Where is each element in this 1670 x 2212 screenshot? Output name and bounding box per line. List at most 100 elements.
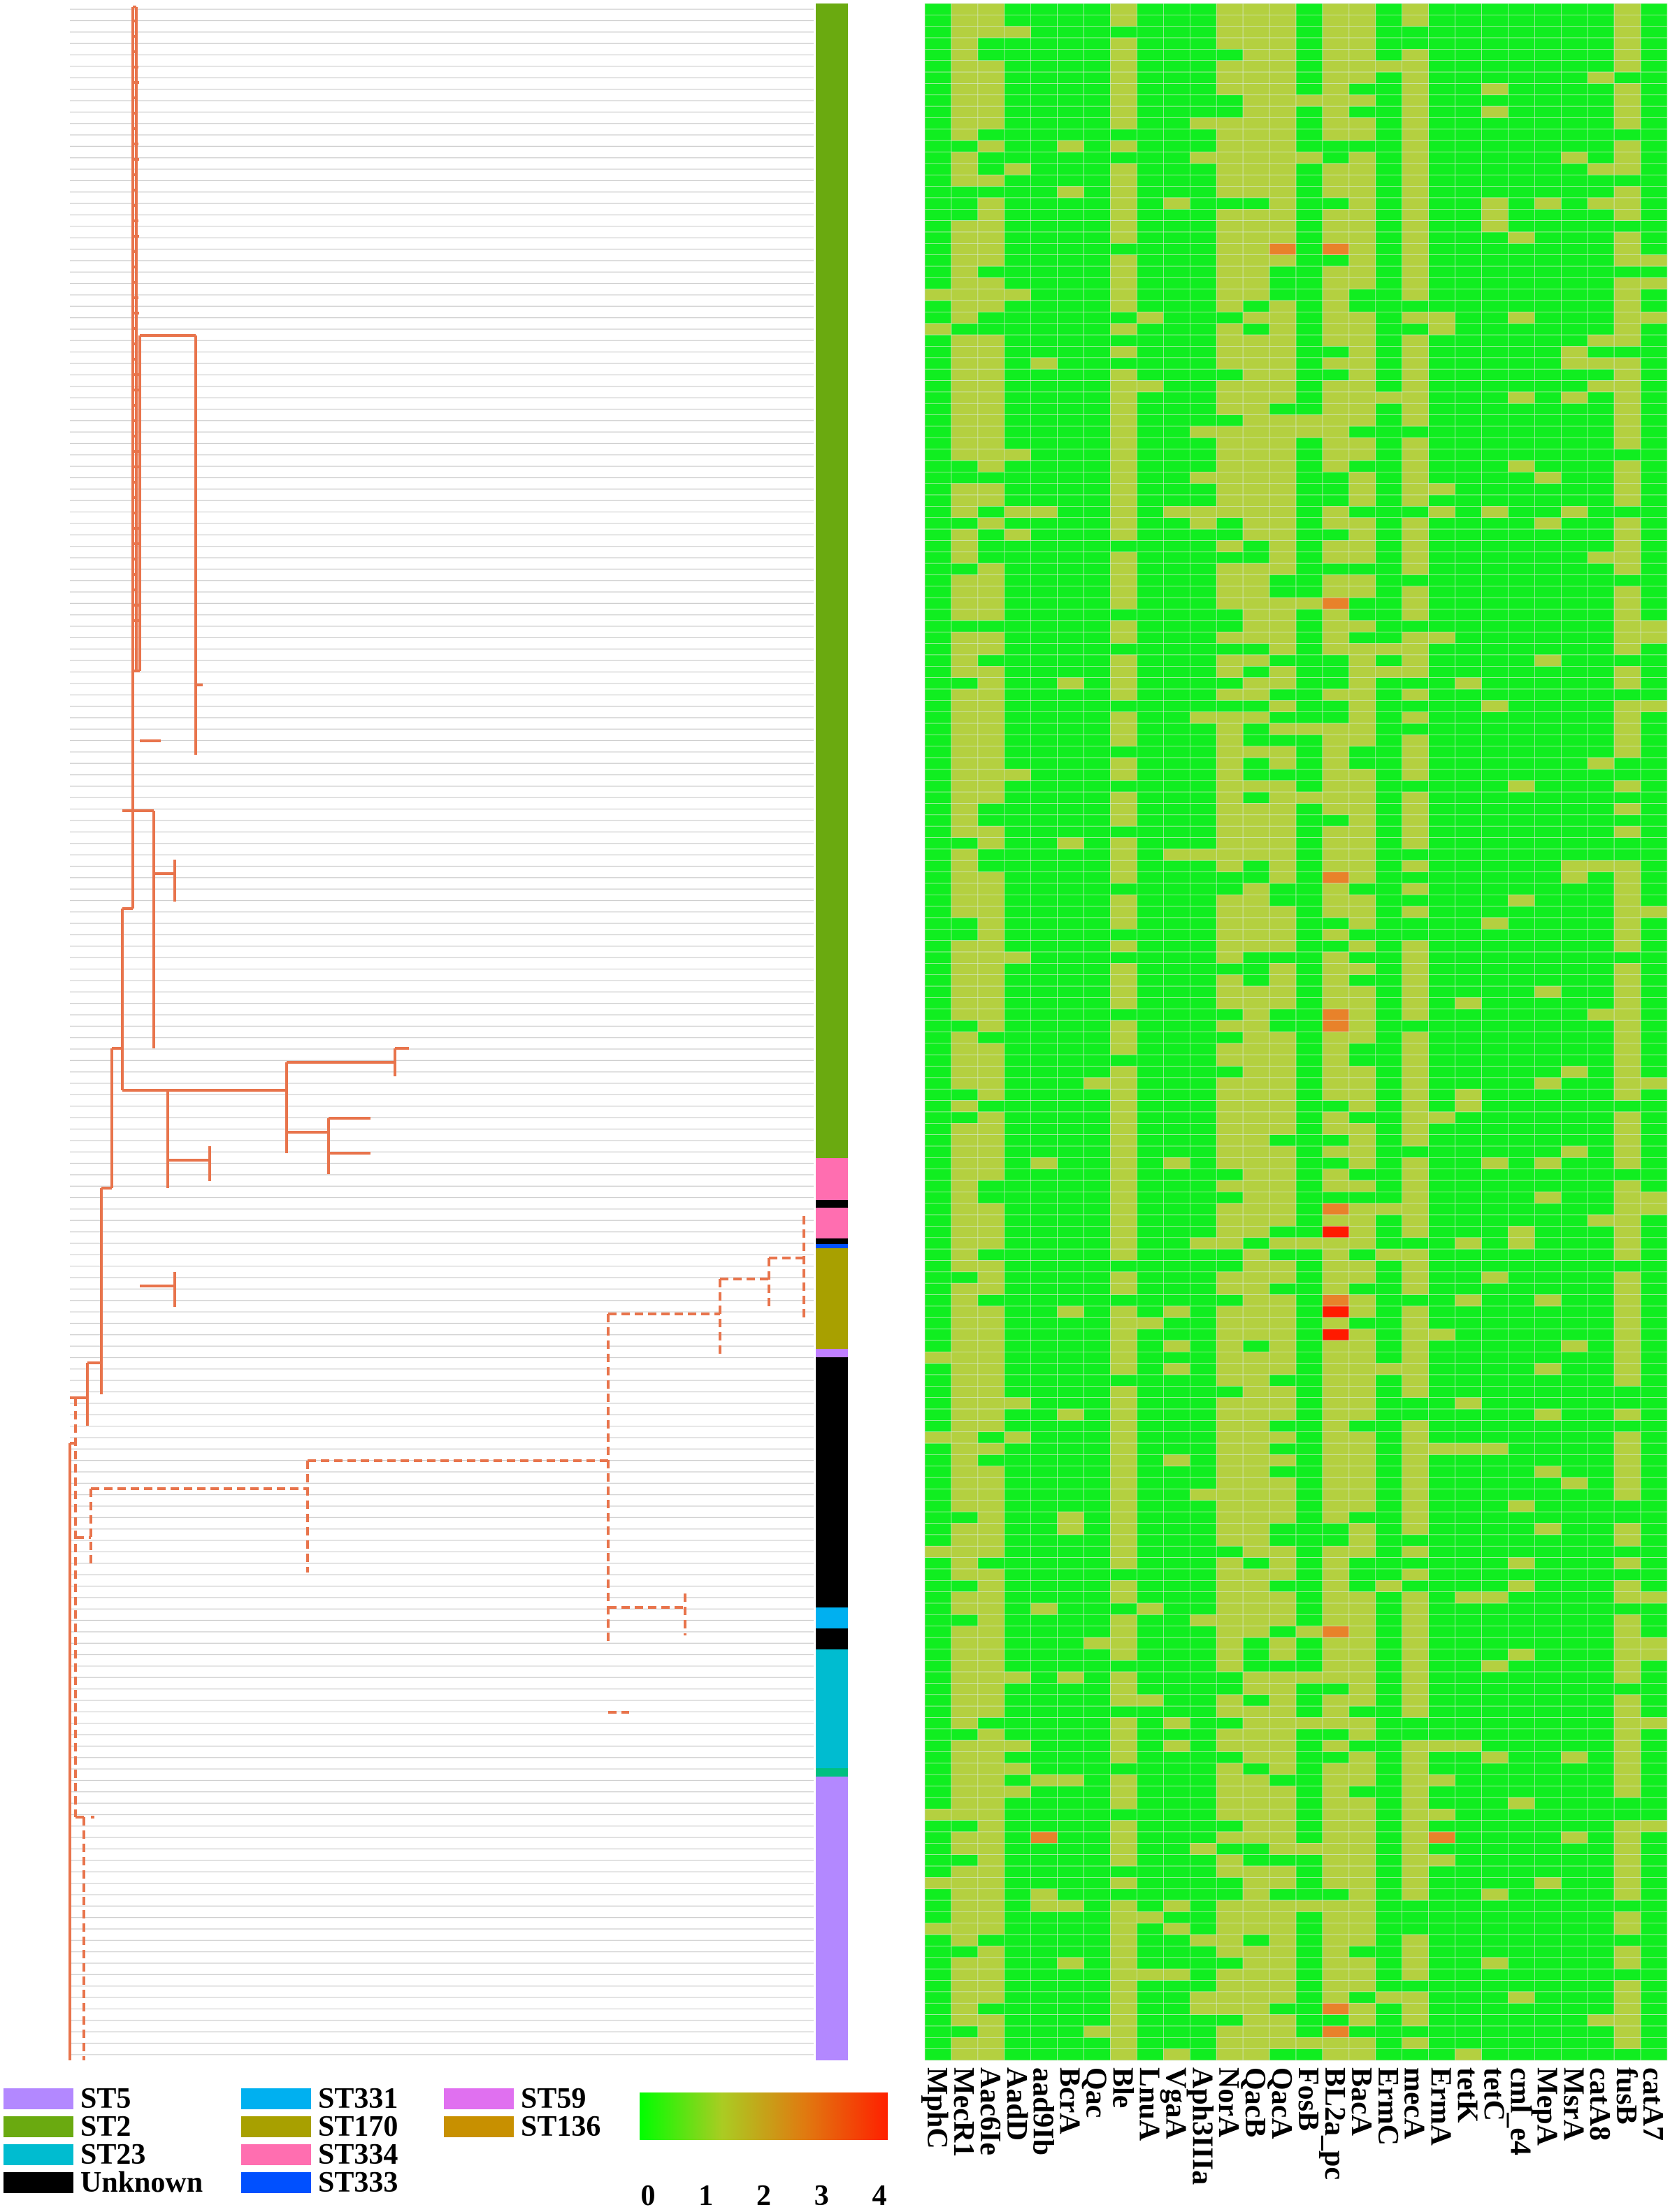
heatmap-cell: [1295, 940, 1323, 953]
heatmap-cell: [1508, 540, 1535, 553]
heatmap-cell: [1057, 1214, 1084, 1227]
heatmap-cell: [1163, 231, 1190, 244]
heatmap-cell: [1534, 528, 1562, 541]
heatmap-cell: [1640, 872, 1668, 884]
heatmap-cell: [1189, 1145, 1217, 1158]
heatmap-cell: [1216, 872, 1244, 884]
heatmap-cell: [1613, 460, 1641, 472]
heatmap-cell: [1004, 426, 1032, 438]
heatmap-cell: [1242, 140, 1270, 152]
heatmap-cell: [1375, 1294, 1403, 1307]
heatmap-cell: [1189, 1009, 1217, 1021]
heatmap-cell: [1216, 1877, 1244, 1890]
heatmap-cell: [951, 837, 979, 850]
heatmap-cell: [1455, 1145, 1482, 1158]
heatmap-cell: [1030, 837, 1058, 850]
heatmap-cell: [951, 391, 979, 404]
heatmap-cell: [1348, 1340, 1376, 1352]
heatmap-cell: [1004, 1214, 1032, 1227]
heatmap-cell: [1110, 563, 1137, 575]
heatmap-cell: [1428, 1660, 1455, 1672]
heatmap-cell: [1587, 254, 1615, 267]
heatmap-cell: [1163, 1877, 1190, 1890]
heatmap-cell: [1375, 1352, 1403, 1364]
heatmap-cell: [1110, 1888, 1137, 1901]
heatmap-cell: [1534, 631, 1562, 644]
heatmap-cell: [1269, 15, 1297, 27]
heatmap-cell: [1428, 1340, 1455, 1352]
heatmap-cell: [1137, 15, 1164, 27]
heatmap-cell: [1322, 1809, 1350, 1821]
heatmap-cell: [1348, 609, 1376, 621]
heatmap-cell: [1110, 1728, 1137, 1741]
heatmap-cell: [1348, 1111, 1376, 1124]
heatmap-cell: [1084, 803, 1111, 816]
heatmap-cell: [1216, 1740, 1244, 1752]
heatmap-cell: [1428, 1671, 1455, 1684]
heatmap-cell: [1030, 917, 1058, 930]
heatmap-cell: [1216, 83, 1244, 96]
heatmap-cell: [924, 1386, 952, 1398]
heatmap-cell: [1587, 517, 1615, 530]
heatmap-cell: [1455, 597, 1482, 609]
heatmap-cell: [1030, 460, 1058, 472]
heatmap-cell: [1560, 917, 1588, 930]
heatmap-cell: [1322, 346, 1350, 359]
heatmap-cell: [1613, 1214, 1641, 1227]
heatmap-cell: [1084, 1888, 1111, 1901]
heatmap-cell: [1189, 426, 1217, 438]
heatmap-cell: [1137, 597, 1164, 609]
heatmap-cell: [977, 1248, 1005, 1261]
heatmap-cell: [1030, 517, 1058, 530]
heatmap-cell: [1030, 49, 1058, 62]
heatmap-cell: [1348, 26, 1376, 38]
heatmap-cell: [1084, 1774, 1111, 1786]
heatmap-cell: [1163, 1329, 1190, 1341]
heatmap-cell: [1216, 1580, 1244, 1592]
heatmap-cell: [1348, 551, 1376, 564]
heatmap-cell: [1057, 1111, 1084, 1124]
heatmap-cell: [951, 528, 979, 541]
heatmap-cell: [1189, 620, 1217, 632]
heatmap-cell: [1269, 723, 1297, 735]
heatmap-cell: [1004, 700, 1032, 712]
heatmap-cell: [1057, 163, 1084, 175]
heatmap-cell: [1322, 769, 1350, 781]
heatmap-cell: [1348, 540, 1376, 553]
heatmap-cell: [1375, 1032, 1403, 1044]
heatmap-cell: [924, 1043, 952, 1055]
heatmap-cell: [951, 711, 979, 724]
heatmap-cell: [1137, 1282, 1164, 1295]
heatmap-cell: [1587, 1054, 1615, 1067]
heatmap-cell: [1057, 1820, 1084, 1833]
heatmap-cell: [977, 1260, 1005, 1273]
heatmap-cell: [1613, 71, 1641, 84]
heatmap-cell: [951, 1329, 979, 1341]
heatmap-cell: [1030, 1694, 1058, 1707]
heatmap-cell: [1375, 951, 1403, 964]
heatmap-cell: [1613, 37, 1641, 50]
heatmap-cell: [1189, 1900, 1217, 1912]
heatmap-cell: [1242, 1329, 1270, 1341]
heatmap-cell: [1057, 1683, 1084, 1696]
heatmap-cell: [1269, 1294, 1297, 1307]
heatmap-cell: [977, 129, 1005, 141]
heatmap-cell: [1322, 1340, 1350, 1352]
heatmap-cell: [1189, 1568, 1217, 1581]
heatmap-cell: [1348, 1466, 1376, 1478]
heatmap-cell: [1004, 1088, 1032, 1101]
heatmap-cell: [1560, 574, 1588, 587]
heatmap-cell: [1269, 1009, 1297, 1021]
heatmap-cell: [1348, 186, 1376, 198]
heatmap-cell: [1004, 803, 1032, 816]
heatmap-cell: [1613, 1352, 1641, 1364]
heatmap-cell: [1242, 449, 1270, 461]
heatmap-cell: [1110, 1751, 1137, 1764]
heatmap-cell: [1189, 1260, 1217, 1273]
heatmap-cell: [977, 289, 1005, 301]
heatmap-cell: [1057, 895, 1084, 906]
heatmap-cell: [1137, 1603, 1164, 1615]
heatmap-cell: [1084, 757, 1111, 769]
heatmap-cell: [977, 15, 1005, 27]
heatmap-cell: [1375, 1820, 1403, 1833]
